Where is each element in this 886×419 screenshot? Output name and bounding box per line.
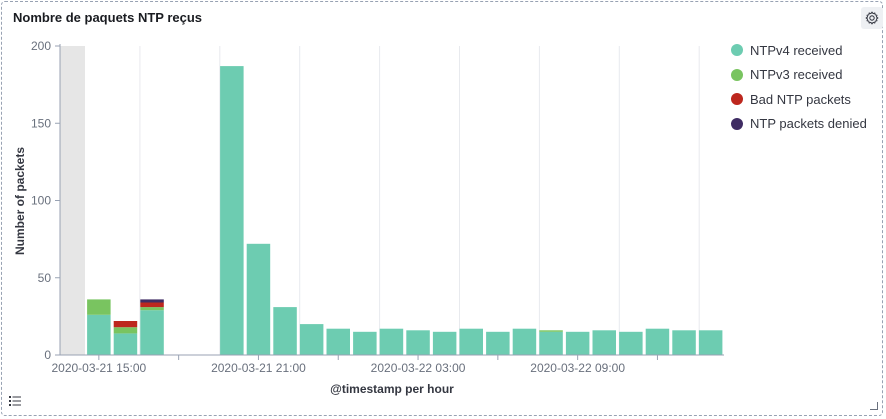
bar-ntpv4-received[interactable]: [113, 333, 138, 355]
bar-ntpv3-received[interactable]: [539, 330, 563, 332]
bar-ntpv4-received[interactable]: [220, 66, 244, 355]
x-tick-label: 2020-03-21 15:00: [51, 361, 146, 375]
bar-ntpv4-received[interactable]: [698, 330, 723, 355]
resize-handle[interactable]: [870, 402, 878, 410]
legend-label: Bad NTP packets: [750, 91, 851, 107]
legend-color-dot: [731, 44, 743, 57]
bar-ntpv4-received[interactable]: [459, 328, 484, 355]
bar-ntpv3-received[interactable]: [140, 307, 164, 311]
y-tick-label: 150: [31, 116, 51, 130]
legend-toggle-button[interactable]: [5, 391, 25, 411]
bar-ntpv4-received[interactable]: [246, 243, 271, 355]
legend-label: NTPv3 received: [750, 67, 843, 83]
bar-ntpv4-received[interactable]: [406, 330, 430, 355]
legend-color-dot: [731, 117, 743, 130]
bar-ntpv4-received[interactable]: [353, 331, 377, 355]
legend-item[interactable]: Bad NTP packets: [731, 87, 867, 112]
bar-ntpv3-received[interactable]: [87, 299, 111, 315]
legend-color-dot: [731, 68, 743, 81]
bar-ntp-packets-denied[interactable]: [140, 299, 164, 303]
out-of-range-band: [60, 46, 85, 355]
bar-ntpv4-received[interactable]: [486, 331, 510, 355]
bar-ntpv4-received[interactable]: [619, 331, 643, 355]
legend-label: NTP packets denied: [750, 116, 867, 132]
legend-color-dot: [731, 93, 743, 106]
gear-icon: [865, 11, 879, 25]
chart-legend: NTPv4 received NTPv3 received Bad NTP pack…: [731, 38, 867, 136]
x-axis-title: @timestamp per hour: [330, 382, 454, 396]
bar-bad-ntp-packets[interactable]: [113, 321, 138, 328]
bar-ntpv4-received[interactable]: [645, 328, 670, 355]
y-tick-label: 100: [31, 194, 51, 208]
bar-ntpv4-received[interactable]: [87, 314, 111, 355]
x-tick-label: 2020-03-22 09:00: [530, 361, 625, 375]
bar-ntpv4-received[interactable]: [299, 324, 324, 355]
bar-ntpv3-received[interactable]: [113, 327, 138, 334]
bar-ntpv4-received[interactable]: [565, 331, 590, 355]
bar-ntpv4-received[interactable]: [379, 328, 404, 355]
bar-ntpv4-received[interactable]: [432, 331, 457, 355]
bar-ntpv4-received[interactable]: [539, 331, 563, 355]
y-axis-title: Number of packets: [13, 147, 27, 255]
legend-item[interactable]: NTPv4 received: [731, 38, 867, 63]
y-tick-label: 200: [31, 39, 51, 53]
bar-ntpv4-received[interactable]: [140, 310, 164, 355]
bar-ntpv4-received[interactable]: [672, 330, 696, 355]
list-icon: [9, 396, 21, 406]
panel-options-button[interactable]: [861, 7, 883, 29]
bar-ntpv4-received[interactable]: [326, 328, 351, 355]
legend-item[interactable]: NTP packets denied: [731, 112, 867, 137]
y-tick-label: 0: [44, 348, 51, 362]
bar-ntpv4-received[interactable]: [592, 330, 617, 355]
x-tick-label: 2020-03-22 03:00: [371, 361, 466, 375]
y-tick-label: 50: [38, 271, 52, 285]
bar-ntpv4-received[interactable]: [273, 307, 297, 355]
bar-bad-ntp-packets[interactable]: [140, 302, 164, 308]
legend-item[interactable]: NTPv3 received: [731, 63, 867, 88]
bar-ntpv4-received[interactable]: [512, 328, 537, 355]
x-tick-label: 2020-03-21 21:00: [211, 361, 306, 375]
legend-label: NTPv4 received: [750, 42, 843, 58]
panel-title: Nombre de paquets NTP reçus: [13, 10, 203, 25]
